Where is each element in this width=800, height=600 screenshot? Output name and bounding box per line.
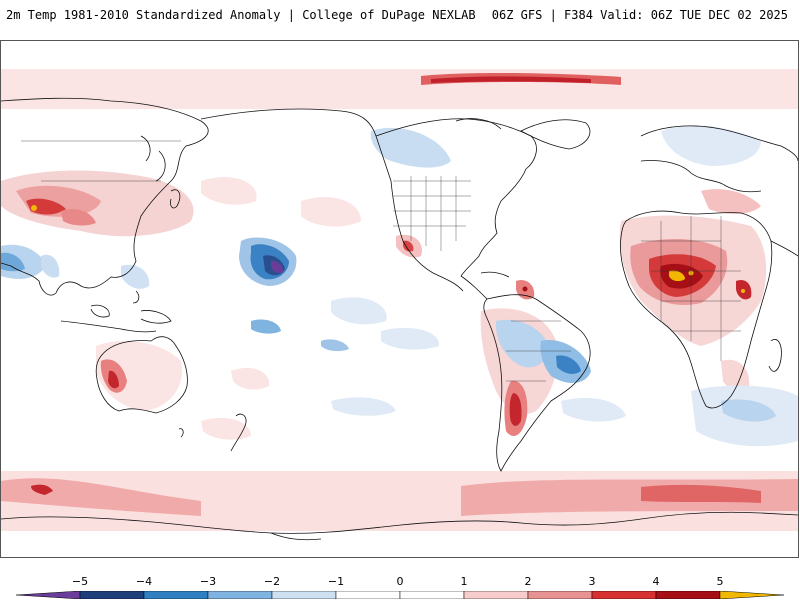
map-canvas — [1, 69, 798, 541]
colorbar-swatch — [719, 591, 784, 599]
na-east-coast — [375, 118, 537, 277]
greenland-coast — [520, 119, 591, 150]
colorbar-swatch — [591, 591, 657, 599]
australia-coast — [95, 336, 188, 414]
colorbar-tick-label: 3 — [588, 575, 596, 588]
colorbar-tick-label: −3 — [199, 575, 217, 588]
colorbar-tick-label: 5 — [716, 575, 724, 588]
australia-base — [96, 341, 182, 411]
colorbar-tick-label: −5 — [71, 575, 89, 588]
coastlines — [1, 97, 798, 541]
colorbar-swatch — [527, 591, 593, 599]
madagascar-coast — [768, 339, 782, 372]
na-cool — [370, 127, 451, 168]
europe-cool — [661, 125, 761, 166]
asia-coast — [1, 97, 209, 296]
colorbar-swatch — [207, 591, 273, 599]
colorbar-tick-label: −4 — [135, 575, 153, 588]
colorbar-tick-label: 2 — [524, 575, 532, 588]
na-west-coast — [200, 108, 464, 292]
colorbar-tick-label: −1 — [327, 575, 345, 588]
colorbar-swatch — [655, 591, 721, 599]
political-boundaries — [21, 140, 741, 382]
antarctica-coast — [1, 511, 798, 534]
colorbar-legend: −5 −4 −3 −2 −1 0 1 2 3 4 5 — [0, 560, 800, 600]
colorbar — [16, 591, 784, 599]
anomaly-shading — [1, 69, 798, 531]
africa-coast — [620, 210, 773, 409]
colorbar-swatch — [399, 591, 465, 599]
colorbar-swatch — [463, 591, 529, 599]
colorbar-swatch — [143, 591, 209, 599]
colorbar-tick-label: 0 — [396, 575, 404, 588]
map-title: 2m Temp 1981-2010 Standardized Anomaly |… — [6, 8, 476, 22]
colorbar-swatch — [335, 591, 401, 599]
japan-coast — [170, 189, 181, 209]
colorbar-tick-label: 1 — [460, 575, 468, 588]
colorbar-swatch — [16, 591, 81, 599]
sa-coast — [483, 294, 591, 472]
arctic-warm-band — [1, 69, 798, 109]
header-bar: 2m Temp 1981-2010 Standardized Anomaly |… — [0, 0, 800, 40]
colorbar-swatch — [271, 591, 337, 599]
colorbar-swatch — [79, 591, 145, 599]
anomaly-map[interactable] — [0, 40, 799, 558]
colorbar-tick-label: −2 — [263, 575, 281, 588]
nz-coast — [230, 413, 247, 452]
europe-coast — [640, 125, 798, 162]
colorbar-tick-label: 4 — [652, 575, 660, 588]
model-run-label: 06Z GFS | F384 Valid: 06Z TUE DEC 02 202… — [491, 8, 788, 22]
